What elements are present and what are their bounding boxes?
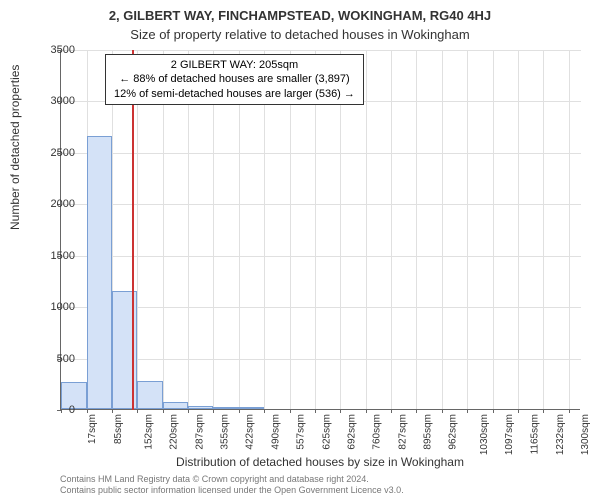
grid-line: [61, 204, 581, 205]
histogram-bar: [213, 407, 239, 409]
x-tick-label: 692sqm: [346, 414, 357, 450]
histogram-bar: [87, 136, 112, 409]
property-info-box: 2 GILBERT WAY: 205sqm ← 88% of detached …: [105, 54, 364, 105]
x-tick-label: 152sqm: [143, 414, 154, 450]
grid-line: [467, 50, 468, 410]
x-tick-label: 962sqm: [448, 414, 459, 450]
grid-line: [366, 50, 367, 410]
y-tick-label: 3500: [51, 44, 75, 56]
x-tick-label: 1097sqm: [504, 414, 515, 455]
histogram-bar: [188, 406, 213, 409]
x-tick-label: 625sqm: [321, 414, 332, 450]
x-tick-label: 1300sqm: [581, 414, 592, 455]
chart-subtitle: Size of property relative to detached ho…: [0, 23, 600, 42]
footer-line1: Contains HM Land Registry data © Crown c…: [60, 474, 404, 485]
grid-line: [442, 50, 443, 410]
info-larger-pct: 12% of semi-detached houses are larger (…: [114, 87, 355, 101]
y-tick-label: 3000: [51, 95, 75, 107]
y-tick-label: 1000: [51, 301, 75, 313]
x-tick-label: 85sqm: [113, 414, 124, 444]
grid-line: [569, 50, 570, 410]
y-tick-label: 2500: [51, 147, 75, 159]
y-axis-label: Number of detached properties: [8, 65, 22, 230]
histogram-bar: [137, 381, 162, 409]
x-tick-label: 490sqm: [270, 414, 281, 450]
x-axis-label: Distribution of detached houses by size …: [60, 455, 580, 469]
histogram-bar: [163, 402, 189, 409]
grid-line: [61, 307, 581, 308]
info-smaller-pct: ← 88% of detached houses are smaller (3,…: [114, 72, 355, 86]
grid-line: [493, 50, 494, 410]
y-tick-label: 2000: [51, 198, 75, 210]
x-tick-label: 895sqm: [423, 414, 434, 450]
grid-line: [416, 50, 417, 410]
x-tick-label: 287sqm: [194, 414, 205, 450]
grid-line: [61, 153, 581, 154]
y-tick-label: 500: [57, 353, 75, 365]
grid-line: [61, 359, 581, 360]
x-tick-label: 1030sqm: [479, 414, 490, 455]
y-tick-label: 0: [69, 404, 75, 416]
info-property-size: 2 GILBERT WAY: 205sqm: [114, 58, 355, 72]
x-tick-label: 17sqm: [87, 414, 98, 444]
x-tick-label: 220sqm: [169, 414, 180, 450]
x-tick-label: 355sqm: [220, 414, 231, 450]
copyright-footer: Contains HM Land Registry data © Crown c…: [60, 474, 404, 496]
x-tick-label: 557sqm: [296, 414, 307, 450]
grid-line: [543, 50, 544, 410]
x-tick-label: 827sqm: [397, 414, 408, 450]
x-tick-label: 1232sqm: [555, 414, 566, 455]
grid-line: [61, 256, 581, 257]
y-tick-label: 1500: [51, 250, 75, 262]
grid-line: [391, 50, 392, 410]
grid-line: [61, 50, 581, 51]
x-tick-label: 422sqm: [245, 414, 256, 450]
chart-title-address: 2, GILBERT WAY, FINCHAMPSTEAD, WOKINGHAM…: [0, 0, 600, 23]
histogram-bar: [239, 407, 264, 409]
x-tick-label: 760sqm: [372, 414, 383, 450]
footer-line2: Contains public sector information licen…: [60, 485, 404, 496]
x-tick-label: 1165sqm: [529, 414, 540, 454]
grid-line: [518, 50, 519, 410]
